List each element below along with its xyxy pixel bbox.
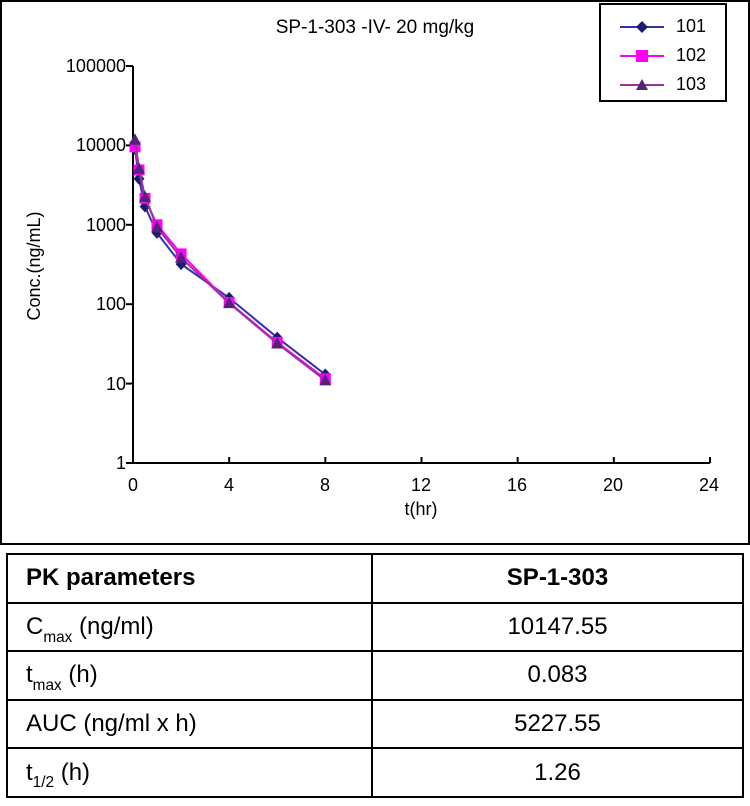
- auc-value-cell: 5227.55: [371, 698, 744, 750]
- x-tick-label: 24: [698, 475, 720, 495]
- legend-item-101: 101: [619, 12, 725, 41]
- param-unit: (h): [61, 661, 98, 689]
- series-103-point: [151, 220, 164, 233]
- legend-label: 102: [676, 45, 707, 65]
- chart-title: SP-1-303 -IV- 20 mg/kg: [275, 17, 475, 38]
- legend-item-103: 103: [619, 70, 725, 99]
- series-103-point: [271, 336, 284, 349]
- param-unit: (h): [54, 758, 91, 786]
- triangle-marker-icon: [620, 78, 664, 90]
- series-103-point: [223, 296, 236, 309]
- series-101-line: [134, 148, 326, 376]
- y-tick-label: 100000: [65, 56, 126, 76]
- concentration-time-chart: SP-1-303 -IV- 20 mg/kg Conc.(ng/mL) t(hr…: [0, 0, 750, 545]
- cmax-label-cell: Cmax (ng/ml): [6, 601, 373, 653]
- x-tick-label: 0: [127, 475, 138, 495]
- table-row-cmax: Cmax (ng/ml) 10147.55: [6, 601, 744, 653]
- table-header-row: PK parameters SP-1-303: [6, 553, 744, 604]
- y-tick-label: 1000: [85, 215, 126, 235]
- legend-label: 101: [676, 16, 707, 36]
- header-compound-cell: SP-1-303: [371, 553, 744, 604]
- table-row-auc: AUC (ng/ml x h) 5227.55: [6, 698, 744, 750]
- param-text: AUC (ng/ml x h): [26, 710, 197, 738]
- series-103-point: [128, 133, 141, 145]
- y-tick-label: 1: [115, 453, 126, 473]
- tmax-value-cell: 0.083: [371, 650, 744, 701]
- pk-parameters-table: PK parameters SP-1-303 Cmax (ng/ml) 1014…: [6, 553, 744, 798]
- x-tick-label: 16: [506, 475, 528, 495]
- thalf-label-cell: t1/2 (h): [6, 747, 373, 798]
- param-text: C: [26, 612, 44, 640]
- thalf-value-cell: 1.26: [371, 747, 744, 798]
- series-103-point: [319, 373, 332, 386]
- legend-label: 103: [676, 74, 707, 94]
- param-text: t: [26, 661, 33, 689]
- cmax-value-cell: 10147.55: [371, 601, 744, 653]
- y-tick-label: 100: [95, 294, 126, 314]
- auc-label-cell: AUC (ng/ml x h): [6, 698, 373, 750]
- x-tick-label: 8: [319, 475, 330, 495]
- series-103-line: [134, 139, 326, 382]
- header-param-cell: PK parameters: [6, 553, 373, 604]
- series-103-point: [133, 162, 146, 174]
- x-tick-label: 20: [602, 475, 624, 495]
- y-tick-label: 10: [105, 374, 126, 394]
- param-subscript: max: [32, 677, 62, 695]
- table-row-tmax: tmax (h) 0.083: [6, 650, 744, 701]
- param-subscript: max: [43, 628, 73, 646]
- tmax-label-cell: tmax (h): [6, 650, 373, 701]
- param-text: t: [26, 758, 33, 786]
- x-tick-label: 12: [410, 475, 432, 495]
- param-subscript: 1/2: [32, 774, 55, 792]
- y-tick-label: 10000: [75, 135, 126, 155]
- series-102-line: [134, 146, 326, 380]
- legend-item-102: 102: [619, 41, 725, 70]
- diamond-marker-icon: [620, 20, 664, 33]
- square-marker-icon: [620, 49, 664, 62]
- series-103-point: [139, 190, 152, 202]
- table-row-thalf: t1/2 (h) 1.26: [6, 747, 744, 798]
- x-tick-label: 4: [223, 475, 234, 495]
- x-axis-title: t(hr): [404, 499, 438, 519]
- plot-area: [126, 65, 711, 464]
- chart-legend: 101 102 103: [599, 3, 727, 102]
- param-unit: (ng/ml): [72, 612, 154, 640]
- series-103-point: [175, 251, 188, 263]
